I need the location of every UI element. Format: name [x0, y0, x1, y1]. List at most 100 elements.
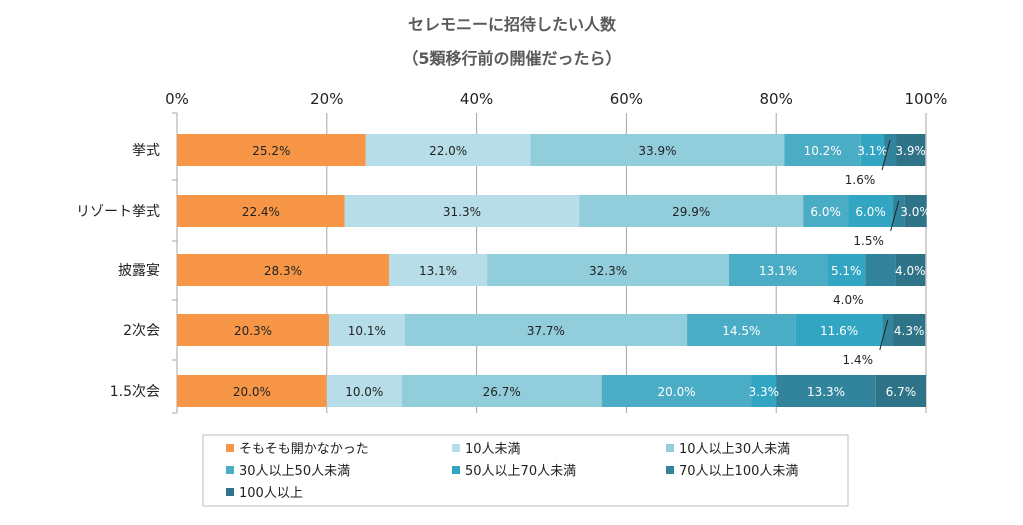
category-label: 披露宴	[118, 262, 160, 279]
bar-segment	[401, 375, 602, 407]
bar-segment	[896, 134, 926, 166]
legend-label: 70人以上100人未満	[679, 464, 798, 479]
data-label: 1.4%	[843, 353, 874, 367]
x-tick-label: 0%	[165, 90, 189, 108]
data-label: 22.0%	[429, 144, 467, 158]
legend-label: 30人以上50人未満	[239, 464, 350, 479]
data-label: 14.5%	[722, 324, 760, 338]
data-label: 3.3%	[749, 385, 780, 399]
leader-line	[879, 319, 889, 351]
bar-segment	[795, 314, 883, 346]
data-label: 29.9%	[672, 205, 710, 219]
x-tick-label: 40%	[460, 90, 493, 108]
bar-segment	[803, 195, 849, 227]
data-label: 6.0%	[855, 205, 886, 219]
legend-swatch	[226, 466, 234, 474]
x-axis-ticks: 0% 20% 40% 60% 80% 100%	[165, 90, 947, 108]
x-tick-label: 60%	[610, 90, 643, 108]
data-labels: 25.2% 22.0% 33.9% 10.2% 3.1% 1.6% 3.9% 22.4% 31.…	[233, 139, 931, 399]
bar-segment	[848, 195, 894, 227]
data-label: 4.0%	[833, 293, 864, 307]
x-tick-label: 20%	[310, 90, 343, 108]
data-label: 1.6%	[845, 173, 876, 187]
data-label: 28.3%	[264, 264, 302, 278]
data-label: 32.3%	[589, 264, 627, 278]
data-label: 20.0%	[233, 385, 271, 399]
bar-segment	[177, 314, 330, 346]
data-label: 4.3%	[894, 324, 925, 338]
bar-segment	[388, 254, 488, 286]
chart-subtitle: （5類移行前の開催だったら）	[402, 49, 621, 68]
data-label: 3.9%	[895, 144, 926, 158]
bars	[177, 134, 927, 407]
data-label: 3.1%	[857, 144, 888, 158]
bar-segment	[177, 375, 327, 407]
bar-segment	[875, 375, 926, 407]
bar-segment	[904, 195, 927, 227]
bar-segment	[579, 195, 804, 227]
x-tick-label: 80%	[760, 90, 793, 108]
legend-swatch	[226, 444, 234, 452]
data-label: 6.0%	[810, 205, 841, 219]
legend-label: 10人未満	[465, 442, 521, 457]
leader-line	[881, 139, 891, 171]
data-label: 11.6%	[820, 324, 858, 338]
bar-segment	[893, 195, 905, 227]
data-label: 33.9%	[638, 144, 676, 158]
data-label: 13.3%	[807, 385, 845, 399]
data-label: 6.7%	[886, 385, 917, 399]
bar-segment	[344, 195, 580, 227]
legend-swatch	[452, 444, 460, 452]
bar-segment	[329, 314, 405, 346]
bar-segment	[827, 254, 866, 286]
bar-segment	[751, 375, 777, 407]
bar-segment	[177, 195, 345, 227]
data-label: 3.0%	[900, 205, 931, 219]
bar-segment	[487, 254, 730, 286]
data-label: 5.1%	[831, 264, 862, 278]
bar-segment	[893, 314, 926, 346]
bar-segment	[177, 134, 366, 166]
bar-segment	[530, 134, 785, 166]
data-label: 25.2%	[252, 144, 290, 158]
legend-swatch	[666, 466, 674, 474]
legend-label: そもそも開かなかった	[239, 442, 369, 457]
legend-label: 10人以上30人未満	[679, 442, 790, 457]
x-tick-label: 100%	[905, 90, 948, 108]
legend-swatch	[226, 488, 234, 496]
data-label: 22.4%	[242, 205, 280, 219]
legend-frame	[202, 434, 849, 507]
category-label: 1.5次会	[110, 384, 160, 400]
data-label: 26.7%	[483, 385, 521, 399]
bar-segment	[177, 254, 389, 286]
data-label: 31.3%	[443, 205, 481, 219]
category-label: 2次会	[123, 323, 160, 339]
bar-segment	[729, 254, 828, 286]
legend-label: 100人以上	[239, 486, 303, 501]
bar-segment	[784, 134, 861, 166]
data-label: 10.0%	[345, 385, 383, 399]
data-label: 4.0%	[895, 264, 926, 278]
bar-segment	[895, 254, 926, 286]
bar-segment	[404, 314, 688, 346]
legend-swatch	[666, 444, 674, 452]
data-label: 20.0%	[658, 385, 696, 399]
data-label: 10.2%	[804, 144, 842, 158]
data-label: 13.1%	[419, 264, 457, 278]
category-label: リゾート挙式	[76, 204, 160, 220]
bar-segment	[882, 314, 894, 346]
leader-line	[890, 200, 900, 232]
legend: そもそも開かなかった 10人未満 10人以上30人未満 30人以上50人未満 50人以上…	[202, 434, 849, 507]
bar-segment	[776, 375, 876, 407]
data-label: 20.3%	[234, 324, 272, 338]
data-label: 1.5%	[853, 234, 884, 248]
data-label: 10.1%	[348, 324, 386, 338]
bar-segment	[860, 134, 885, 166]
legend-swatch	[452, 466, 460, 474]
legend-label: 50人以上70人未満	[465, 464, 576, 479]
chart-title: セレモニーに招待したい人数	[408, 15, 617, 34]
bar-segment	[865, 254, 896, 286]
data-label: 13.1%	[759, 264, 797, 278]
bar-segment	[326, 375, 402, 407]
